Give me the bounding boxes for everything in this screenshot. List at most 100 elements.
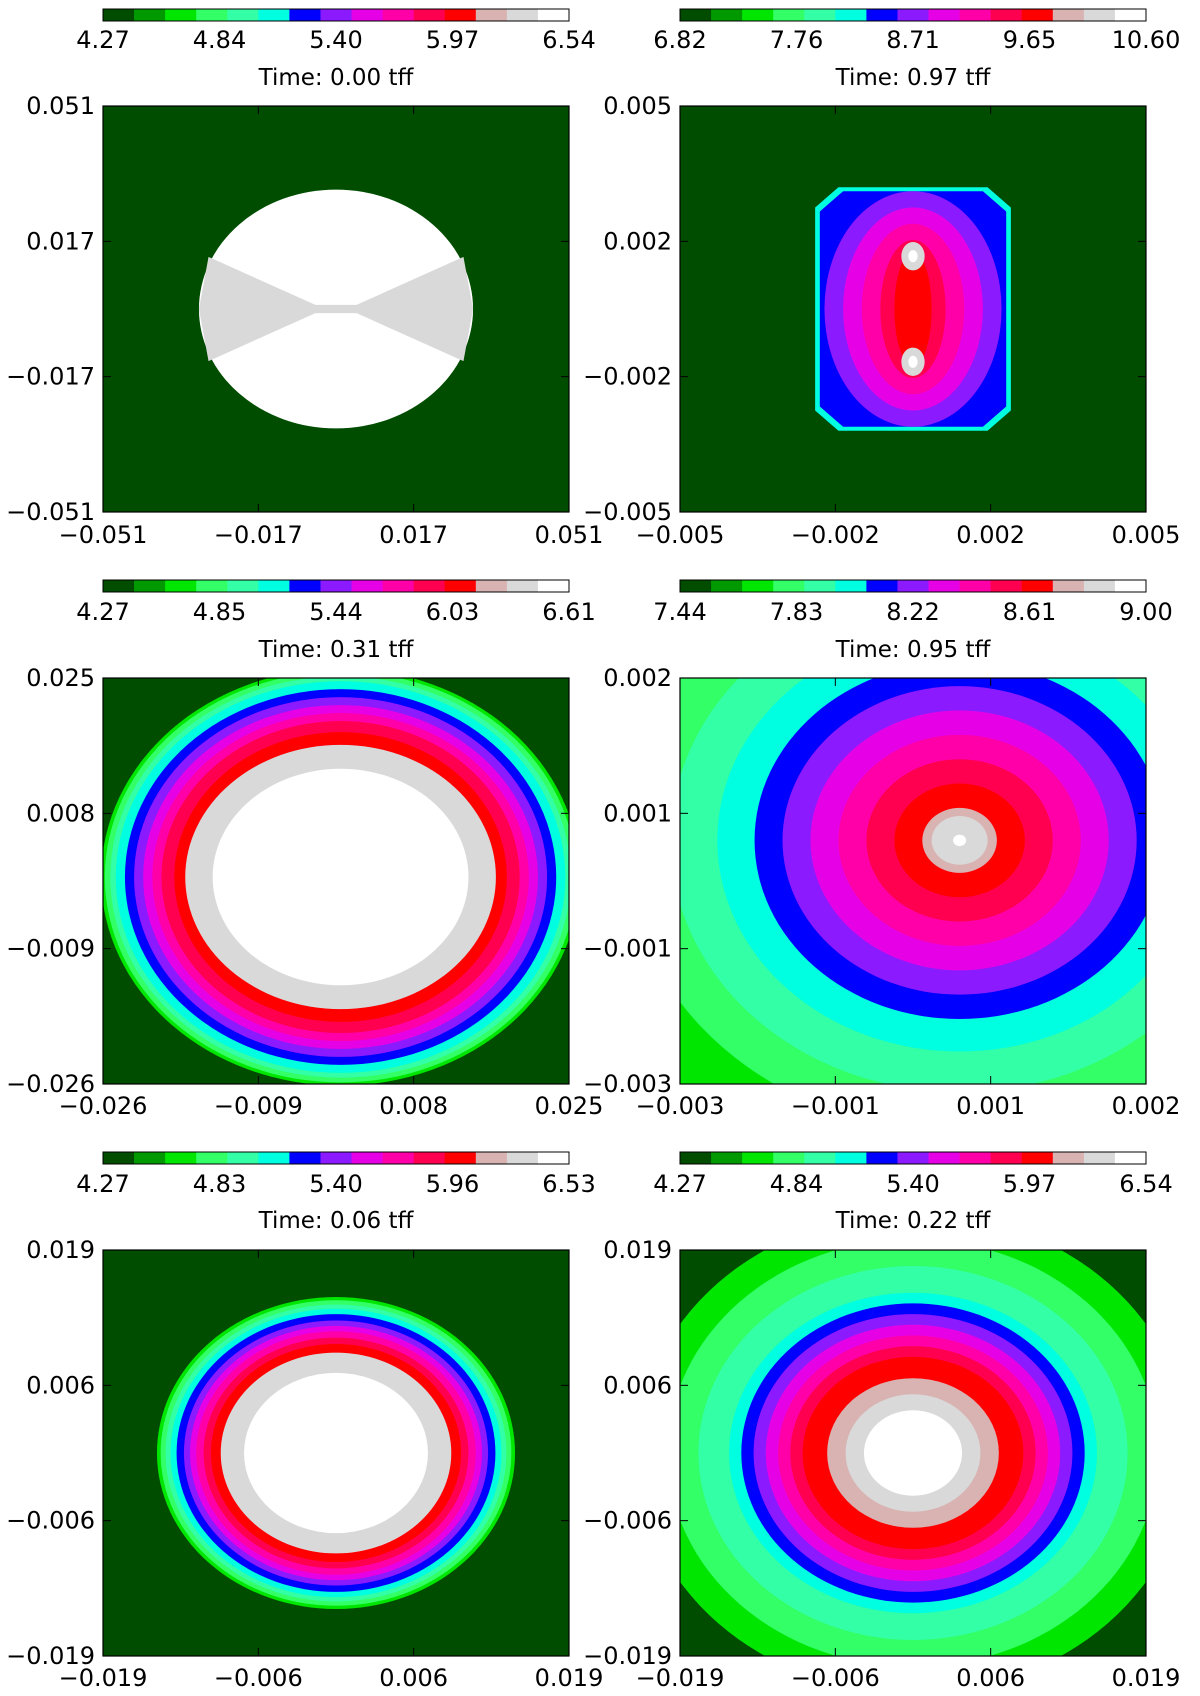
colorbar-segment (680, 580, 712, 592)
x-tick-label: −0.005 (636, 521, 725, 549)
colorbar-segment (1114, 1152, 1147, 1164)
colorbar-segment (990, 9, 1023, 21)
plot-frame (102, 677, 570, 1085)
panel-title: Time: 0.31 tff (258, 637, 415, 663)
colorbar-tick-label: 4.27 (76, 598, 129, 626)
x-tick-label: −0.006 (791, 1664, 880, 1692)
colorbar-segment (289, 9, 321, 21)
x-tick-label: 0.006 (379, 1664, 448, 1692)
y-tick-label: 0.005 (603, 92, 672, 120)
x-tick-label: 0.002 (1112, 1092, 1181, 1120)
colorbar-segment (413, 580, 446, 592)
heatmap-area (103, 106, 569, 512)
colorbar-segment (1052, 9, 1085, 21)
x-tick-label: 0.008 (379, 1092, 448, 1120)
y-tick-label: 0.008 (26, 799, 95, 827)
colorbar-tick-label: 6.54 (542, 26, 595, 54)
colorbar-segment (258, 580, 290, 592)
colorbar-tick-label: 6.53 (542, 1170, 595, 1198)
y-tick-label: 0.002 (603, 664, 672, 692)
y-tick-label: 0.006 (26, 1371, 95, 1399)
x-tick-label: 0.002 (956, 521, 1025, 549)
colorbar-segment (1083, 9, 1116, 21)
x-tick-label: 0.006 (956, 1664, 1025, 1692)
x-tick-label: 0.019 (1112, 1664, 1181, 1692)
colorbar-segment (475, 9, 508, 21)
colorbar-tick-label: 6.82 (653, 26, 706, 54)
colorbar-segment (711, 1152, 743, 1164)
y-tick-label: −0.001 (583, 935, 672, 963)
colorbar-tick-label: 4.84 (193, 26, 246, 54)
chart-panel-2: 6.82 7.76 8.71 9.65 10.60 Time: 0.97 tff −0.00… (583, 8, 1181, 549)
y-tick-label: −0.002 (583, 363, 672, 391)
x-tick-label: −0.002 (791, 521, 880, 549)
colorbar-segment (1052, 580, 1085, 592)
colorbar-segment (773, 9, 805, 21)
plot-frame (102, 1249, 570, 1657)
colorbar-segment (134, 1152, 166, 1164)
colorbar-segment (1021, 1152, 1054, 1164)
colorbar-segment (382, 9, 415, 21)
colorbar-segment (680, 1152, 712, 1164)
colorbar-tick-label: 9.65 (1003, 26, 1056, 54)
x-tick-label: −0.003 (636, 1092, 725, 1120)
contour-band (212, 768, 469, 986)
colorbar-segment (382, 580, 415, 592)
colorbar-segment (103, 9, 135, 21)
x-tick-label: 0.025 (535, 1092, 604, 1120)
colorbar-segment (1083, 580, 1116, 592)
colorbar-frame (102, 8, 570, 22)
colorbar-tick-label: 4.27 (653, 1170, 706, 1198)
contour-band (953, 834, 967, 847)
colorbar-segment (289, 1152, 321, 1164)
colorbar-segment (897, 580, 930, 592)
y-tick-label: 0.002 (603, 227, 672, 255)
colorbar-tick-label: 5.44 (309, 598, 362, 626)
colorbar-tick-label: 5.40 (309, 1170, 362, 1198)
panel-title: Time: 0.06 tff (258, 1208, 415, 1234)
colorbar-segment (804, 9, 836, 21)
colorbar-tick-label: 5.97 (1003, 1170, 1056, 1198)
colorbar-segment (711, 580, 743, 592)
colorbar-tick-label: 4.27 (76, 26, 129, 54)
colorbar-segment (866, 9, 898, 21)
y-tick-label: −0.006 (6, 1507, 95, 1535)
x-tick-label: −0.026 (59, 1092, 148, 1120)
colorbar-segment (382, 1152, 415, 1164)
colorbar-tick-label: 6.61 (542, 598, 595, 626)
colorbar-tick-label: 7.44 (653, 598, 706, 626)
contour-band (863, 1410, 963, 1496)
y-tick-label: 0.001 (603, 799, 672, 827)
y-tick-label: −0.017 (6, 363, 95, 391)
colorbar-tick-label: 7.83 (770, 598, 823, 626)
colorbar-segment (537, 9, 570, 21)
colorbar-segment (227, 9, 259, 21)
contour-band (908, 355, 918, 368)
panel-title: Time: 0.95 tff (835, 637, 992, 663)
y-tick-label: −0.026 (6, 1070, 95, 1098)
colorbar-tick-label: 7.76 (770, 26, 823, 54)
colorbar-segment (413, 9, 446, 21)
colorbar-tick-label: 9.00 (1119, 598, 1172, 626)
colorbar-segment (1114, 580, 1147, 592)
chart-panel-5: 4.27 4.83 5.40 5.96 6.53 Time: 0.06 tff −0.019… (6, 1151, 603, 1692)
contour-band (894, 252, 932, 366)
colorbar-segment (320, 1152, 353, 1164)
colorbar-segment (134, 580, 166, 592)
colorbar-segment (990, 580, 1023, 592)
colorbar-segment (444, 9, 477, 21)
colorbar-tick-label: 5.96 (426, 1170, 479, 1198)
colorbar-segment (742, 9, 774, 21)
colorbar-segment (959, 580, 992, 592)
x-tick-label: 0.051 (535, 521, 604, 549)
colorbar-segment (351, 1152, 384, 1164)
colorbar-segment (959, 1152, 992, 1164)
x-tick-label: −0.019 (636, 1664, 725, 1692)
colorbar-segment (1083, 1152, 1116, 1164)
colorbar-segment (1021, 580, 1054, 592)
colorbar-segment (1114, 9, 1147, 21)
colorbar-segment (928, 580, 961, 592)
colorbar-frame (679, 579, 1147, 593)
colorbar-tick-label: 10.60 (1112, 26, 1181, 54)
colorbar-segment (866, 580, 898, 592)
